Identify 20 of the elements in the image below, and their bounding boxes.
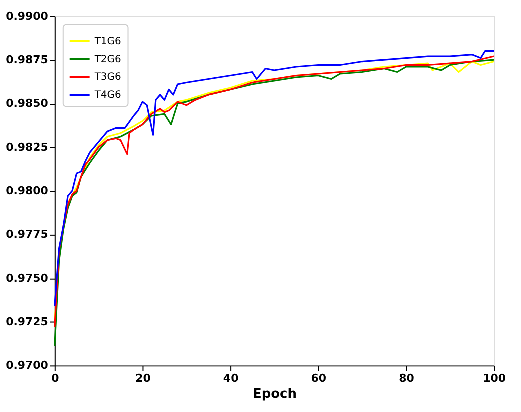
y-tick-label: 0.9700 xyxy=(6,359,49,372)
x-tick-label: 0 xyxy=(52,372,60,386)
y-tick-label: 0.9750 xyxy=(6,272,49,285)
legend-label: T1G6 xyxy=(94,36,122,48)
x-tick-label: 80 xyxy=(399,372,415,386)
x-tick-label: 60 xyxy=(311,372,327,386)
x-tick-label: 20 xyxy=(136,372,152,386)
y-tick-label: 0.9850 xyxy=(6,97,49,110)
x-tick-label: 100 xyxy=(483,372,506,386)
legend-label: T4G6 xyxy=(94,90,122,102)
legend-label: T3G6 xyxy=(94,72,122,84)
x-tick-label: 40 xyxy=(223,372,240,386)
x-axis-title: Epoch xyxy=(252,387,297,402)
y-tick-label: 0.9875 xyxy=(6,54,48,67)
y-tick-label: 0.9825 xyxy=(6,140,48,154)
legend-label: T2G6 xyxy=(94,54,122,66)
y-tick-label: 0.9900 xyxy=(6,10,49,23)
y-tick-label: 0.9725 xyxy=(6,316,48,329)
y-tick-label: 0.9775 xyxy=(6,228,48,242)
y-tick-label: 0.9800 xyxy=(6,184,49,198)
